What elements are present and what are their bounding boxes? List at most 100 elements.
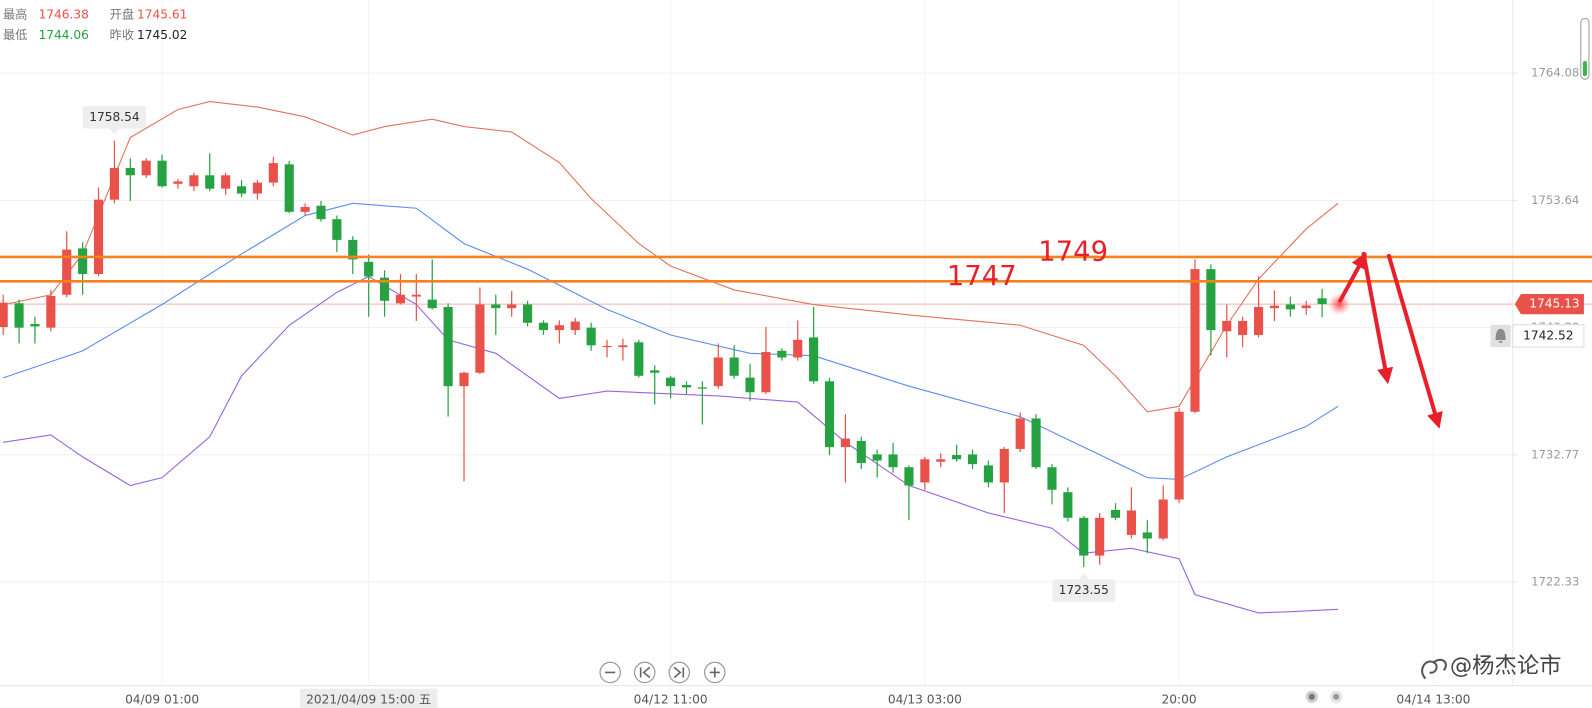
label-layer: 1758.54 1723.55 1745.13 1742.52	[82, 106, 1585, 602]
extreme-label: 1723.55	[1059, 583, 1109, 597]
x-tick-label: 2021/04/09 15:00 五	[306, 692, 431, 706]
candle-body	[1206, 269, 1216, 331]
info-value: 1746.38	[39, 8, 89, 22]
info-label: 最低	[3, 28, 27, 42]
candle-body	[1063, 492, 1073, 518]
candle-body	[189, 175, 199, 187]
y-tick-label: 1722.33	[1531, 575, 1579, 589]
arrow	[1338, 252, 1367, 303]
candle-body	[30, 323, 40, 327]
alert-bell-icon	[1495, 328, 1506, 344]
info-panel: 最高 1746.38 开盘 1745.61 最低 1744.06 昨收 1745…	[3, 7, 187, 42]
scroll-right-button[interactable]	[668, 661, 691, 684]
candle-body	[952, 455, 962, 460]
candle-body	[1126, 510, 1136, 535]
band-line	[3, 101, 1339, 413]
candle-body	[427, 299, 437, 309]
extreme-label-box	[1052, 579, 1116, 602]
candle-body	[920, 459, 930, 483]
candle-body	[1317, 298, 1327, 305]
price-tag-label: 1745.13	[1529, 297, 1579, 311]
band-line	[2, 202, 1339, 481]
candle-body	[1190, 269, 1200, 412]
candle-body	[459, 372, 469, 387]
candle-body	[221, 175, 231, 189]
pager-dot-inner	[1308, 693, 1315, 700]
last-price-glow	[1328, 292, 1351, 316]
candle-body	[300, 206, 310, 212]
x-tick-label: 04/14 13:00	[1396, 692, 1470, 706]
candle-body	[538, 322, 549, 331]
zoom-in-button[interactable]	[704, 661, 726, 684]
level-label: 1749	[1038, 236, 1108, 267]
candle-body	[252, 182, 263, 194]
candle-body	[1047, 467, 1057, 490]
candle-layer	[0, 140, 1327, 568]
price-tag	[1514, 293, 1584, 315]
candle-body	[125, 167, 135, 176]
candle-body	[173, 181, 183, 184]
alert-price-label: 1742.52	[1523, 328, 1573, 342]
watermark-text: @杨杰论市	[1450, 653, 1562, 679]
candle-body	[364, 261, 374, 277]
candle-body	[729, 357, 739, 376]
candle-body	[1158, 499, 1168, 539]
scrollbar-thumb[interactable]	[1582, 60, 1587, 77]
candle-body	[1079, 517, 1089, 556]
candle-body	[443, 306, 453, 387]
x-tick-label: 04/13 03:00	[888, 692, 962, 706]
candle-body	[205, 175, 215, 189]
candle-body	[634, 342, 644, 376]
candle-body	[1253, 306, 1264, 335]
candle-body	[777, 350, 787, 358]
watermark: @杨杰论市	[1421, 653, 1562, 680]
candle-body	[713, 357, 723, 387]
candle-body	[141, 160, 151, 176]
candle-body	[650, 370, 660, 373]
candle-body	[904, 467, 914, 486]
candle-body	[93, 199, 104, 275]
zoom-out-button[interactable]	[599, 661, 621, 684]
candle-body	[379, 277, 390, 301]
info-label: 开盘	[110, 7, 134, 22]
x-tick-label: 04/09 01:00	[125, 692, 199, 706]
candle-body	[761, 352, 771, 393]
candle-body	[824, 381, 835, 448]
candle-body	[157, 160, 167, 187]
candle-body	[1031, 418, 1041, 468]
chart-controls	[599, 661, 726, 684]
x-tick-label: 20:00	[1162, 692, 1197, 706]
candle-body	[1285, 304, 1295, 310]
candle-body	[809, 337, 819, 382]
info-value: 1745.02	[137, 28, 187, 42]
candle-body	[1301, 305, 1311, 309]
candle-body	[1142, 532, 1152, 539]
candle-body	[62, 249, 72, 295]
extreme-label-pointer	[1078, 573, 1089, 580]
scroll-left-button[interactable]	[633, 661, 656, 684]
arrow	[1361, 251, 1394, 385]
candle-body	[507, 304, 517, 309]
y-tick-label: 1732.77	[1531, 447, 1579, 461]
candle-body	[618, 345, 628, 348]
candle-body	[888, 454, 898, 468]
candle-body	[475, 304, 485, 373]
candle-body	[1110, 509, 1121, 518]
y-tick-label: 1753.64	[1531, 193, 1579, 207]
candle-body	[395, 294, 406, 304]
candle-body	[316, 205, 326, 220]
candle-body	[46, 295, 56, 328]
candle-body	[1269, 305, 1280, 309]
candle-body	[332, 219, 342, 240]
scrollbar[interactable]	[1580, 17, 1590, 80]
candle-body	[872, 454, 882, 461]
info-label: 最高	[3, 7, 27, 22]
level-layer: 1749 1747	[0, 236, 1592, 292]
y-tick-label: 1764.08	[1531, 66, 1579, 80]
extreme-label: 1758.54	[89, 110, 140, 124]
watermark-icon	[1421, 658, 1447, 680]
candle-body	[983, 465, 993, 483]
candle-body	[602, 345, 612, 348]
